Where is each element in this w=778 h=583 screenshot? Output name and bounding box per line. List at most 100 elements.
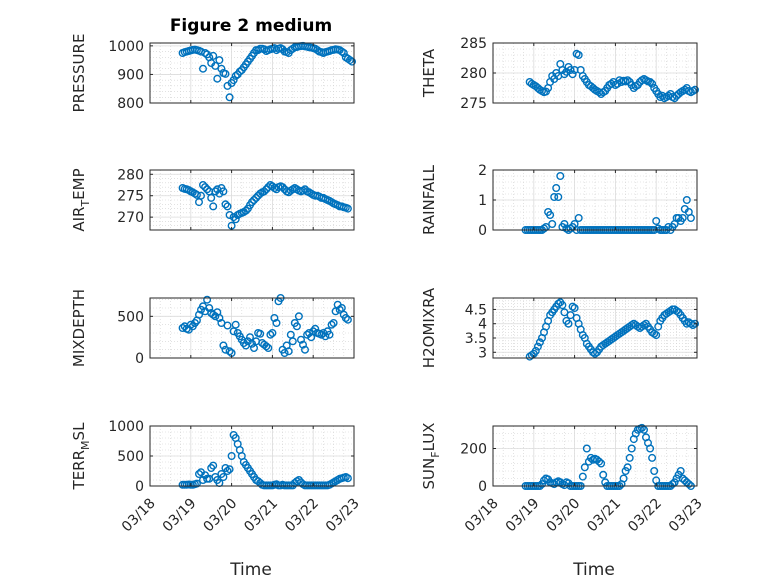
data-point [566,311,575,320]
data-point [227,452,236,461]
y-tick-label: 500 [117,449,144,465]
y-tick-label: 0 [478,479,487,495]
y-tick-label: 0 [135,479,144,495]
figure-title: Figure 2 medium [170,16,332,36]
data-point [198,64,207,73]
data-point [247,339,256,348]
data-point [192,479,201,488]
data-point [329,319,338,328]
data-point [221,345,230,354]
y-axis-label: MIXDEPTH [70,289,88,367]
axes-box [492,297,698,359]
data-point [209,310,218,319]
data-point [262,342,271,351]
data-point [288,337,297,346]
data-point [225,210,234,219]
y-tick-label: 1 [478,193,487,209]
y-tick-label: 3.5 [465,331,487,347]
data-point [252,193,261,202]
data-point [198,180,207,189]
data-point [652,216,661,225]
data-point [203,185,212,194]
data-point [215,56,224,65]
data-point [225,93,234,102]
data-point [262,185,271,194]
y-tick-label: 900 [117,67,144,83]
data-point [231,320,240,329]
data-point [205,304,214,313]
y-tick-label: 0 [135,351,144,367]
data-point [219,473,228,482]
data-point [213,74,222,83]
data-point [284,347,293,356]
x-axis-label-left: Time [229,560,272,580]
data-point [637,423,646,432]
data-point [684,480,693,489]
data-point [560,219,569,228]
y-axis-label: SUNFLUX [420,423,442,490]
data-point [574,51,583,60]
data-point [341,314,350,323]
data-point [325,330,334,339]
data-point [203,295,212,304]
data-point [678,213,687,222]
data-point [580,463,589,472]
data-point [221,200,230,209]
y-tick-label: 275 [117,189,144,205]
data-point [623,76,632,85]
data-point [229,213,238,222]
y-tick-label: 285 [460,36,487,52]
data-point [311,324,320,333]
y-tick-label: 2 [478,163,487,179]
data-point [305,329,314,338]
data-point [574,213,583,222]
x-axis-label-right: Time [572,560,615,580]
data-point [582,444,591,453]
axes-box [149,297,355,359]
y-tick-label: 500 [117,309,144,325]
y-tick-label: 800 [117,96,144,112]
data-point [229,76,238,85]
data-point [192,190,201,199]
data-point [558,301,567,310]
data-point [317,330,326,339]
data-point [225,465,234,474]
data-point [196,191,205,200]
data-point [327,320,336,329]
data-point [535,338,544,347]
data-point [556,171,565,180]
data-point [303,330,312,339]
y-tick-label: 275 [460,96,487,112]
data-point [682,195,691,204]
data-point [211,187,220,196]
data-point [209,51,218,60]
data-point [668,480,677,489]
y-axis-label: THETA [420,48,438,98]
data-point [652,331,661,340]
data-point [321,332,330,341]
data-point [235,67,244,76]
data-point [335,305,344,314]
y-tick-label: 0 [478,223,487,239]
data-point [278,183,287,192]
y-tick-label: 280 [117,167,144,183]
data-point [299,340,308,349]
data-point [646,77,655,86]
data-point [343,315,352,324]
data-point [595,457,604,466]
data-point [578,472,587,481]
data-point [648,79,657,88]
data-point [339,49,348,58]
data-point [194,310,203,319]
axes-mixdepth: 0 500 MIXDEPTH [70,289,355,367]
data-point [650,467,659,476]
data-point [531,346,540,355]
data-point [247,198,256,207]
data-point [691,85,700,94]
data-point [348,57,357,66]
data-point [186,320,195,329]
data-point [256,329,265,338]
axes-rainfall: 0 1 2 RAINFALL [420,163,698,239]
data-point [201,183,210,192]
data-point [570,304,579,313]
